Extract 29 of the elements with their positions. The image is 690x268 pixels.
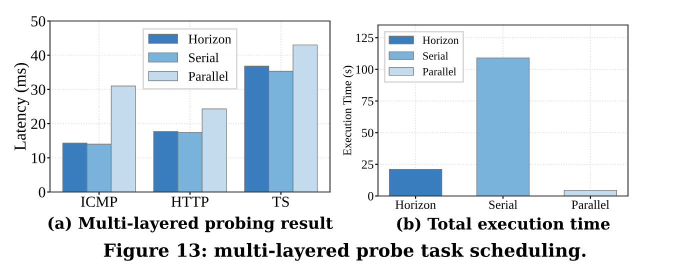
y-tick-label: 25	[362, 160, 374, 169]
y-tick-label: 75	[362, 97, 374, 106]
caption: Figure 13: multi-layered probe task scheduling.	[104, 243, 586, 261]
y-tick-label: 100	[356, 65, 374, 74]
y-tick-label: 50	[362, 128, 374, 138]
y-axis-title: Execution Time (s)	[342, 66, 354, 156]
y-tick-label: 0	[38, 187, 46, 198]
x-tick-label: Parallel	[572, 200, 610, 209]
legend-label: Horizon	[422, 36, 459, 44]
x-tick-label: HTTP	[171, 196, 208, 207]
y-tick-label: 50	[31, 16, 46, 26]
legend-label: Serial	[423, 52, 448, 60]
legend-label: Parallel	[422, 68, 456, 76]
y-tick-label: 10	[32, 152, 46, 164]
x-tick-label: TS	[272, 196, 289, 207]
text: (b) Total execution time	[397, 217, 610, 232]
y-tick-label: 40	[30, 50, 46, 61]
x-tick-label: Horizon	[395, 200, 436, 209]
y-tick-label: 30	[31, 84, 46, 95]
legend-label: Parallel	[188, 72, 228, 81]
y-tick-label: 125	[356, 34, 374, 42]
x-tick-label: Serial	[489, 200, 518, 209]
legend-label: Horizon	[188, 34, 232, 44]
y-tick-label: 0	[368, 192, 374, 200]
legend-label: Serial	[189, 52, 219, 62]
text: (a) Multi-layered probing result	[48, 216, 333, 232]
y-axis-title: Latency (ms)	[14, 63, 30, 150]
x-tick-label: ICMP	[80, 196, 118, 207]
y-tick-label: 20	[31, 118, 46, 130]
